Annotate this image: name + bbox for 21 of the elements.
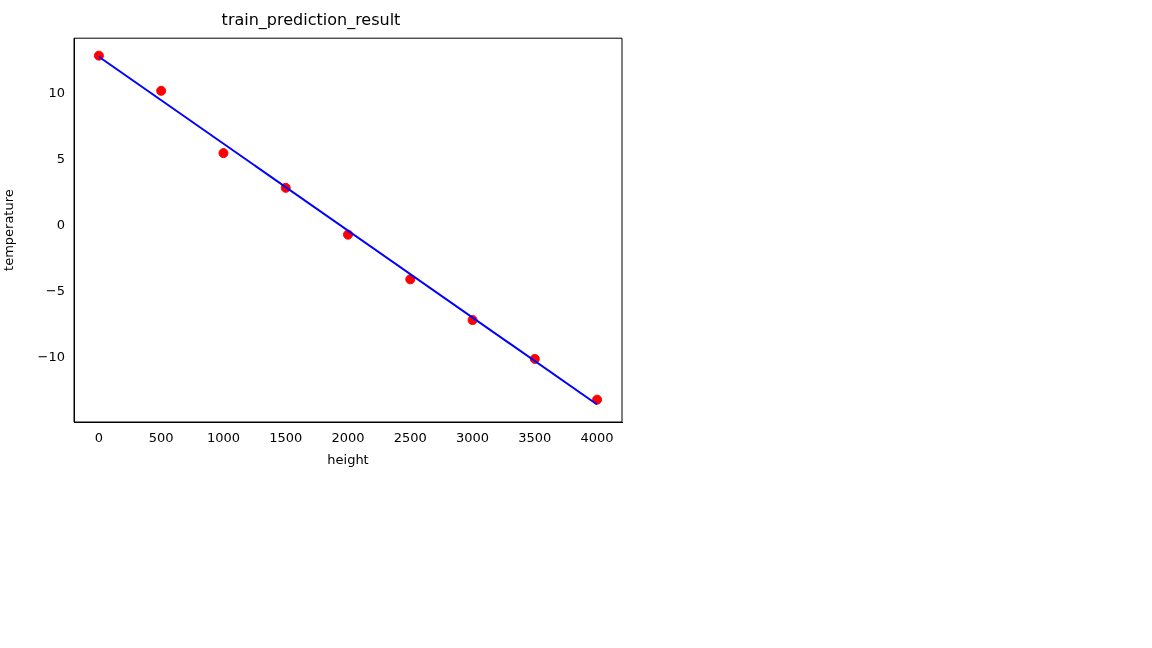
x-tick-label: 3500 xyxy=(518,430,552,446)
x-tick-label: 1500 xyxy=(269,430,303,446)
y-tick-label: 0 xyxy=(56,217,65,233)
point xyxy=(218,148,229,159)
x-axis-title: height xyxy=(327,451,369,467)
point xyxy=(405,274,416,285)
point xyxy=(592,394,603,405)
x-tick-label: 4000 xyxy=(580,430,614,446)
point xyxy=(156,85,167,96)
x-tick-label: 0 xyxy=(94,430,104,446)
x-tick-label: 1000 xyxy=(206,430,240,446)
x-tick-label: 2000 xyxy=(331,430,365,446)
x-tick-label: 2500 xyxy=(393,430,427,446)
x-tick-label: 500 xyxy=(148,430,174,446)
x-tick-label: 3000 xyxy=(456,430,490,446)
y-tick-label: 10 xyxy=(48,84,65,100)
y-axis-title: temperature xyxy=(1,189,17,271)
y-tick-label: 5 xyxy=(56,150,65,166)
y-tick-label: −5 xyxy=(45,283,65,299)
chart-title: train_prediction_result xyxy=(221,9,401,30)
y-tick-label: −10 xyxy=(37,349,65,365)
